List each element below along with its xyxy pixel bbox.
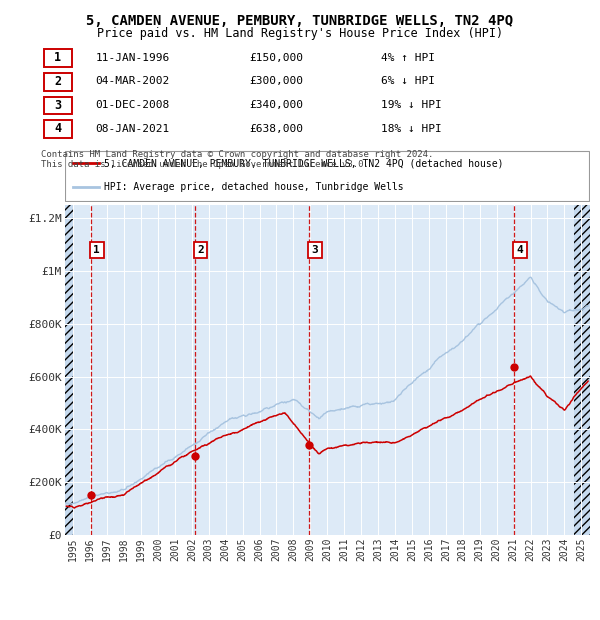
FancyBboxPatch shape bbox=[44, 120, 72, 138]
FancyBboxPatch shape bbox=[44, 73, 72, 91]
Text: 18% ↓ HPI: 18% ↓ HPI bbox=[381, 124, 442, 134]
Text: 5, CAMDEN AVENUE, PEMBURY, TUNBRIDGE WELLS, TN2 4PQ (detached house): 5, CAMDEN AVENUE, PEMBURY, TUNBRIDGE WEL… bbox=[104, 158, 503, 168]
Bar bbox=[574, 205, 590, 535]
Text: £638,000: £638,000 bbox=[250, 124, 304, 134]
Text: £300,000: £300,000 bbox=[250, 76, 304, 86]
Text: £340,000: £340,000 bbox=[250, 100, 304, 110]
Text: 08-JAN-2021: 08-JAN-2021 bbox=[96, 124, 170, 134]
Text: 1: 1 bbox=[54, 51, 61, 64]
Text: 3: 3 bbox=[54, 99, 61, 112]
Text: Contains HM Land Registry data © Crown copyright and database right 2024.
This d: Contains HM Land Registry data © Crown c… bbox=[41, 150, 433, 169]
Text: HPI: Average price, detached house, Tunbridge Wells: HPI: Average price, detached house, Tunb… bbox=[104, 182, 404, 192]
Text: Price paid vs. HM Land Registry's House Price Index (HPI): Price paid vs. HM Land Registry's House … bbox=[97, 27, 503, 40]
FancyBboxPatch shape bbox=[44, 49, 72, 67]
Bar bbox=[65, 205, 74, 535]
Text: 4: 4 bbox=[517, 245, 523, 255]
Text: 01-DEC-2008: 01-DEC-2008 bbox=[96, 100, 170, 110]
Text: 1: 1 bbox=[94, 245, 100, 255]
Text: 3: 3 bbox=[311, 245, 318, 255]
Text: 11-JAN-1996: 11-JAN-1996 bbox=[96, 53, 170, 63]
FancyBboxPatch shape bbox=[44, 97, 72, 115]
Text: 4% ↑ HPI: 4% ↑ HPI bbox=[381, 53, 435, 63]
Text: £150,000: £150,000 bbox=[250, 53, 304, 63]
Text: 19% ↓ HPI: 19% ↓ HPI bbox=[381, 100, 442, 110]
Text: 6% ↓ HPI: 6% ↓ HPI bbox=[381, 76, 435, 86]
Text: 2: 2 bbox=[197, 245, 204, 255]
Text: 5, CAMDEN AVENUE, PEMBURY, TUNBRIDGE WELLS, TN2 4PQ: 5, CAMDEN AVENUE, PEMBURY, TUNBRIDGE WEL… bbox=[86, 14, 514, 28]
Text: 2: 2 bbox=[54, 75, 61, 88]
Text: 04-MAR-2002: 04-MAR-2002 bbox=[96, 76, 170, 86]
FancyBboxPatch shape bbox=[65, 151, 589, 201]
Text: 4: 4 bbox=[54, 123, 61, 136]
